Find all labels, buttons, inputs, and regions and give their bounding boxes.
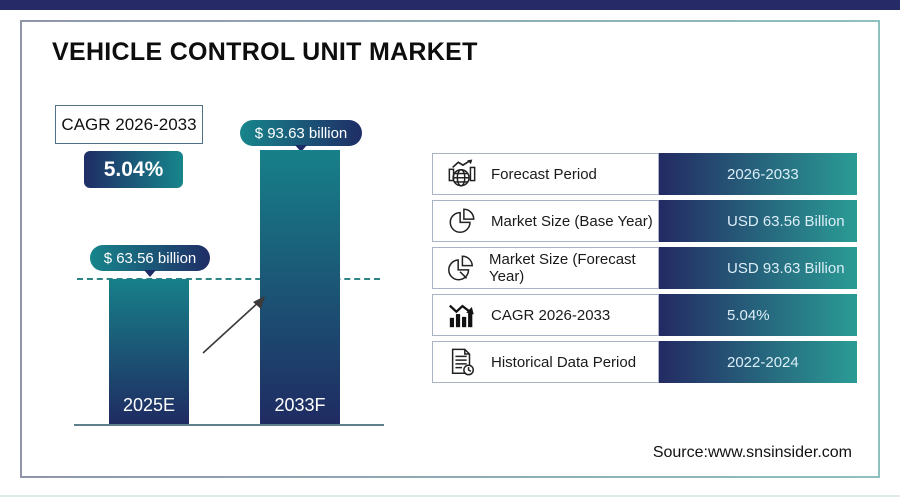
bar-callout-2025-text: $ 63.56 billion xyxy=(103,249,197,267)
bar-callout-2033: $ 93.63 billion xyxy=(240,120,362,152)
cagr-value-badge: 5.04% xyxy=(84,151,183,188)
row-label-cell: Market Size (Base Year) xyxy=(432,200,659,242)
chart-baseline xyxy=(74,424,384,426)
source-text: Source:www.snsinsider.com xyxy=(652,444,852,461)
row-value: 2022-2024 xyxy=(659,341,857,383)
row-value: USD 63.56 Billion xyxy=(659,200,857,242)
bottom-accent-line xyxy=(0,495,900,497)
row-value: 5.04% xyxy=(659,294,857,336)
row-label-cell: CAGR 2026-2033 xyxy=(432,294,659,336)
callout-pointer xyxy=(295,145,307,152)
row-value: USD 93.63 Billion xyxy=(659,247,857,289)
table-row-market-size-base: Market Size (Base Year) USD 63.56 Billio… xyxy=(432,200,857,242)
growth-arrow-icon xyxy=(202,296,265,354)
row-label-cell: Historical Data Period xyxy=(432,341,659,383)
pie-chart-icon xyxy=(446,205,478,237)
bar-2025: 2025E xyxy=(109,279,189,424)
bar-callout-2033-text: $ 93.63 billion xyxy=(254,124,348,142)
top-accent-bar xyxy=(0,0,900,10)
row-label: Forecast Period xyxy=(491,165,597,183)
row-label-cell: Market Size (Forecast Year) xyxy=(432,247,659,289)
page-title: VEHICLE CONTROL UNIT MARKET xyxy=(52,38,478,66)
globe-growth-icon xyxy=(446,158,478,190)
reference-dashed-line xyxy=(77,278,380,280)
table-row-cagr: CAGR 2026-2033 5.04% xyxy=(432,294,857,336)
bar-callout-2025: $ 63.56 billion xyxy=(90,245,210,277)
bar-2033: 2033F xyxy=(260,150,340,424)
table-row-market-size-forecast: Market Size (Forecast Year) USD 93.63 Bi… xyxy=(432,247,857,289)
row-label: Market Size (Forecast Year) xyxy=(489,251,636,285)
info-table: Forecast Period 2026-2033 Market Size (B… xyxy=(432,153,857,388)
row-label: CAGR 2026-2033 xyxy=(491,306,611,324)
row-label-cell: Forecast Period xyxy=(432,153,659,195)
pie-chart-icon xyxy=(446,252,476,284)
row-label: Market Size (Base Year) xyxy=(491,212,653,230)
document-clock-icon xyxy=(446,346,478,378)
bar-2025-label: 2025E xyxy=(122,395,176,415)
content-frame: VEHICLE CONTROL UNIT MARKET CAGR 2026-20… xyxy=(20,20,880,478)
cagr-label: CAGR 2026-2033 xyxy=(61,114,197,134)
cagr-label-box: CAGR 2026-2033 xyxy=(55,105,203,144)
bar-chart-arrow-icon xyxy=(446,299,478,331)
row-label: Historical Data Period xyxy=(491,353,637,371)
table-row-forecast-period: Forecast Period 2026-2033 xyxy=(432,153,857,195)
row-value: 2026-2033 xyxy=(659,153,857,195)
table-row-historical-period: Historical Data Period 2022-2024 xyxy=(432,341,857,383)
callout-pointer xyxy=(144,270,156,277)
bar-2033-label: 2033F xyxy=(274,395,326,415)
